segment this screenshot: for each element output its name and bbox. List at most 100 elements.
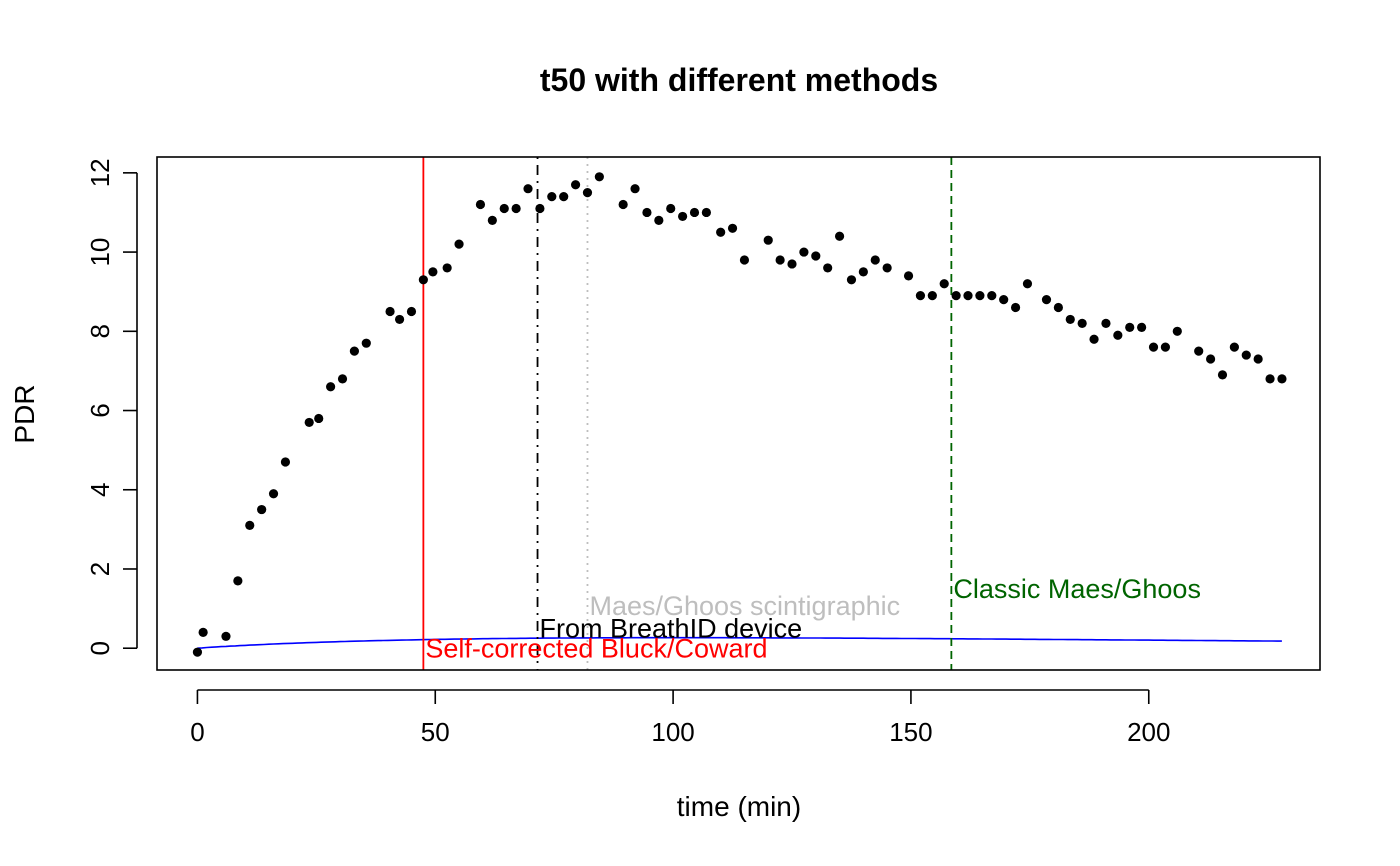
y-tick-label: 6	[85, 403, 115, 417]
data-point	[594, 172, 604, 182]
data-point	[233, 576, 243, 586]
data-point	[442, 263, 452, 273]
data-point	[927, 291, 937, 301]
x-axis-label: time (min)	[677, 791, 801, 822]
data-point	[221, 631, 231, 641]
data-point	[1053, 302, 1063, 313]
data-point	[570, 180, 581, 190]
data-point	[739, 255, 750, 265]
data-point	[406, 306, 417, 317]
data-point	[1217, 370, 1228, 380]
data-point	[630, 184, 640, 194]
y-tick-label: 0	[85, 641, 115, 655]
data-point	[939, 279, 949, 289]
data-point	[1148, 342, 1159, 352]
x-tick-label: 50	[421, 717, 450, 747]
data-point	[987, 291, 997, 301]
data-point	[701, 207, 711, 218]
data-point	[361, 338, 371, 348]
data-point	[903, 271, 914, 281]
data-point	[454, 239, 464, 249]
y-axis-label: PDR	[9, 384, 40, 443]
data-point	[963, 291, 973, 301]
data-points	[192, 172, 1287, 657]
data-point	[915, 291, 926, 301]
data-point	[523, 184, 533, 194]
y-axis: 0 2 4 6 8 10 12	[85, 158, 138, 655]
data-point	[304, 417, 314, 428]
data-point	[245, 520, 255, 531]
data-point	[326, 382, 336, 392]
fit-curve-layer	[197, 636, 1282, 649]
vline-label-scintigraphic: Maes/Ghoos scintigraphic	[589, 591, 900, 621]
data-point	[1089, 334, 1099, 344]
y-tick-label: 4	[85, 483, 115, 497]
data-point	[1253, 354, 1263, 364]
data-point	[654, 215, 664, 225]
data-point	[799, 247, 809, 257]
reference-lines	[422, 157, 953, 670]
data-point	[1229, 342, 1239, 352]
data-point	[618, 199, 628, 210]
data-point	[811, 251, 821, 261]
y-tick-label: 8	[85, 324, 115, 338]
data-point	[198, 627, 208, 637]
vline-label-classic: Classic Maes/Ghoos	[953, 574, 1201, 604]
data-point	[1194, 346, 1204, 356]
data-point	[475, 199, 486, 210]
data-point	[1125, 322, 1135, 332]
data-point	[1010, 302, 1021, 313]
data-point	[349, 346, 360, 356]
data-point	[1041, 295, 1052, 305]
vline-label-self-corrected: Self-corrected Bluck/Coward	[425, 633, 767, 663]
data-point	[951, 291, 961, 301]
x-tick-label: 150	[889, 717, 932, 747]
data-point	[511, 203, 521, 214]
data-point	[280, 457, 291, 467]
data-point	[487, 215, 497, 225]
data-point	[314, 413, 324, 424]
data-point	[975, 291, 985, 301]
fit-curve-line	[197, 636, 1282, 649]
data-point	[666, 203, 676, 214]
data-point	[1077, 318, 1087, 328]
data-point	[394, 314, 405, 325]
data-point	[1265, 374, 1275, 384]
data-point	[385, 306, 395, 317]
data-point	[689, 207, 700, 218]
data-point	[716, 227, 726, 237]
data-point	[642, 207, 652, 218]
data-point	[559, 192, 569, 202]
plot-frame	[156, 156, 1321, 671]
vline-label-breathid: From BreathID device	[540, 614, 803, 644]
data-point	[257, 504, 267, 515]
data-point	[1241, 350, 1251, 360]
data-point	[1022, 279, 1033, 289]
data-point	[1065, 314, 1075, 325]
chart-title: t50 with different methods	[540, 62, 938, 98]
data-point	[418, 275, 428, 285]
data-point	[870, 255, 880, 265]
data-point	[192, 647, 203, 657]
data-point	[582, 188, 593, 198]
data-point	[763, 235, 773, 245]
data-point	[846, 275, 857, 285]
x-tick-label: 100	[651, 717, 694, 747]
x-axis: 0 50 100 150 200	[190, 689, 1170, 747]
data-point	[499, 203, 509, 214]
data-point	[547, 192, 557, 202]
data-point	[858, 267, 868, 277]
data-point	[535, 203, 545, 214]
data-point	[882, 263, 892, 273]
data-point	[428, 267, 438, 277]
data-point	[1160, 342, 1171, 352]
data-point	[834, 231, 845, 241]
y-tick-label: 12	[85, 158, 115, 187]
x-tick-label: 0	[190, 717, 204, 747]
y-tick-label: 10	[85, 238, 115, 267]
data-point	[1137, 322, 1147, 332]
data-point	[337, 374, 348, 384]
